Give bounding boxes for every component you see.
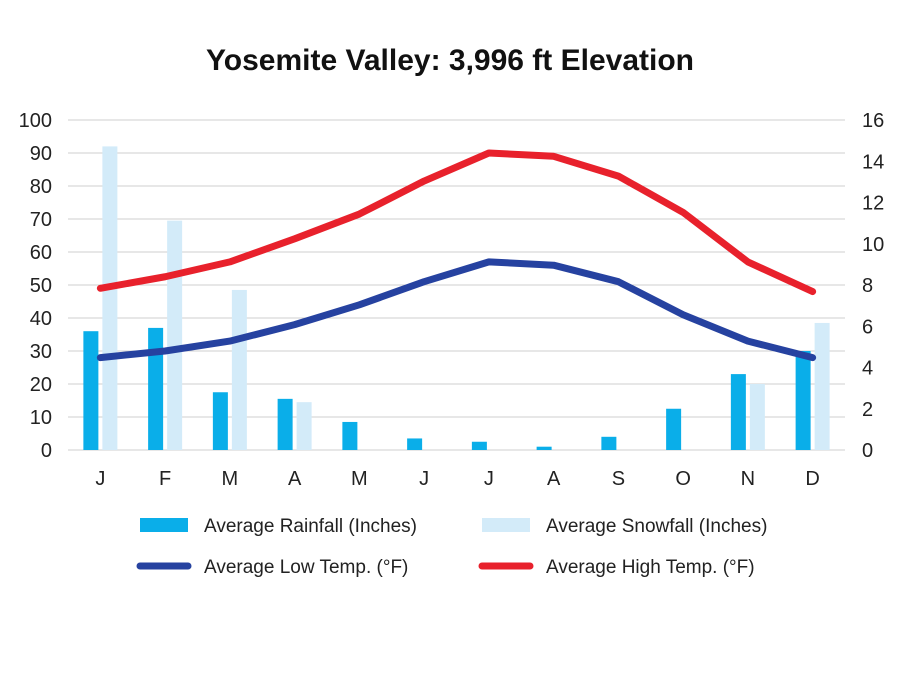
x-tick-label: A (288, 468, 302, 490)
y-right-tick-label: 4 (862, 358, 873, 380)
snowfall-bar (296, 402, 312, 450)
y-right-tick-label: 0 (862, 440, 873, 462)
y-left-tick-label: 80 (30, 176, 52, 198)
bars-layer (83, 146, 830, 450)
y-left-tick-label: 60 (30, 242, 52, 264)
y-left-tick-label: 30 (30, 341, 52, 363)
x-tick-label: J (484, 468, 494, 490)
legend: Average Rainfall (Inches) Average Snowfal… (136, 516, 767, 578)
chart-title: Yosemite Valley: 3,996 ft Elevation (206, 44, 694, 77)
y-left-tick-label: 20 (30, 374, 52, 396)
y-right-tick-label: 14 (862, 151, 884, 173)
legend-swatch (482, 518, 530, 532)
x-tick-label: J (419, 468, 429, 490)
rainfall-bar (795, 351, 811, 450)
legend-high-temp: Average High Temp. (°F) (478, 557, 755, 578)
legend-label: Average High Temp. (°F) (546, 557, 755, 578)
y-left-tick-label: 100 (19, 110, 52, 132)
rainfall-bar (601, 436, 617, 450)
rainfall-bar (277, 398, 293, 450)
snowfall-bar (814, 322, 830, 450)
y-right-tick-label: 12 (862, 193, 884, 215)
axis-layer: 0 10 20 30 40 50 60 70 80 90 100 0 2 4 6 8 10 12 14 16 J F M A M… (19, 110, 885, 490)
snowfall-bar (231, 289, 247, 450)
legend-rainfall: Average Rainfall (Inches) (140, 516, 417, 537)
x-tick-label: F (159, 468, 171, 490)
rainfall-bar (666, 408, 682, 450)
y-left-tick-label: 90 (30, 143, 52, 165)
rainfall-bar (730, 374, 746, 450)
y-right-tick-label: 10 (862, 234, 884, 256)
x-tick-label: M (222, 468, 239, 490)
y-left-tick-label: 40 (30, 308, 52, 330)
x-tick-label: S (612, 468, 625, 490)
y-right-tick-label: 8 (862, 275, 873, 297)
rainfall-bar (212, 392, 228, 450)
legend-swatch (140, 518, 188, 532)
rainfall-bar (83, 331, 99, 450)
rainfall-bar (342, 421, 358, 450)
low-temp-line (96, 258, 817, 362)
legend-label: Average Rainfall (Inches) (204, 516, 417, 537)
rainfall-bar (407, 438, 423, 450)
x-tick-label: A (547, 468, 561, 490)
rainfall-bar (471, 441, 487, 450)
y-left-tick-label: 0 (41, 440, 52, 462)
y-right-tick-label: 6 (862, 316, 873, 338)
y-right-tick-label: 16 (862, 110, 884, 132)
legend-low-temp: Average Low Temp. (°F) (136, 557, 408, 578)
high-temp-line (96, 149, 817, 296)
x-tick-label: N (741, 468, 755, 490)
legend-label: Average Snowfall (Inches) (546, 516, 767, 537)
x-tick-label: O (675, 468, 691, 490)
legend-label: Average Low Temp. (°F) (204, 557, 408, 578)
legend-snowfall: Average Snowfall (Inches) (482, 516, 767, 537)
rainfall-bar (148, 327, 164, 450)
y-left-tick-label: 10 (30, 407, 52, 429)
y-left-tick-label: 70 (30, 209, 52, 231)
lines-layer (96, 149, 817, 362)
snowfall-bar (102, 146, 118, 450)
snowfall-bar (749, 384, 765, 450)
grid-layer (68, 119, 845, 451)
x-tick-label: M (351, 468, 368, 490)
x-tick-label: J (95, 468, 105, 490)
y-right-tick-label: 2 (862, 399, 873, 421)
snowfall-bar (167, 220, 183, 450)
x-tick-label: D (805, 468, 819, 490)
y-left-tick-label: 50 (30, 275, 52, 297)
rainfall-bar (536, 446, 552, 450)
